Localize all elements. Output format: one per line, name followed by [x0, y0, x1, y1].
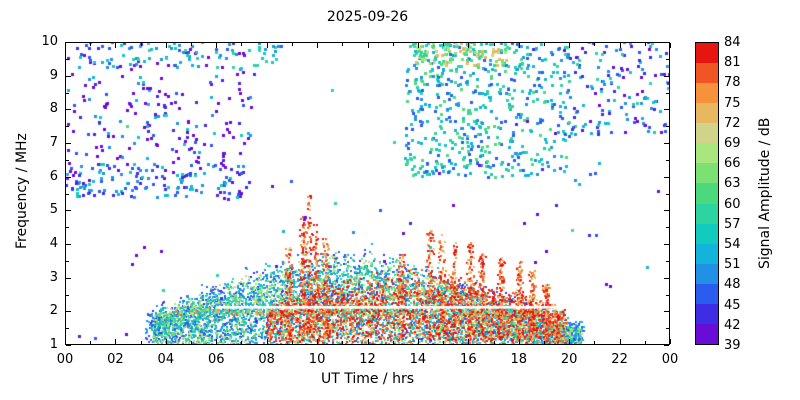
x-tick-label: 08 [258, 352, 275, 367]
colorbar-segment [696, 83, 718, 104]
y-tick-label: 5 [49, 202, 58, 218]
colorbar-tick-label: 63 [724, 176, 741, 192]
x-tick-label: 00 [56, 352, 74, 367]
colorbar-tick-label: 48 [724, 277, 741, 293]
colorbar-tick-label: 81 [724, 55, 741, 71]
colorbar-segment [696, 183, 718, 204]
colorbar-segment [696, 223, 718, 244]
colorbar-segment [696, 63, 718, 84]
colorbar-tick-label: 45 [724, 297, 741, 313]
colorbar-segment [696, 143, 718, 164]
colorbar-tick-label: 75 [724, 95, 741, 111]
x-tick-label: 22 [611, 352, 628, 367]
x-tick-label: 04 [157, 352, 175, 367]
y-tick-label: 10 [41, 34, 58, 49]
colorbar-label: Signal Amplitude / dB [757, 117, 773, 269]
colorbar-tick-label: 54 [724, 237, 741, 252]
colorbar-segment [696, 323, 718, 344]
y-tick-label: 9 [49, 67, 58, 83]
x-tick-label: 14 [409, 352, 427, 367]
x-tick-label: 00 [661, 352, 679, 367]
colorbar-segment [696, 123, 718, 144]
x-axis-label: UT Time / hrs [320, 371, 415, 387]
y-tick-label: 1 [49, 337, 58, 352]
y-tick-mark [664, 345, 669, 346]
chart-title: 2025-09-26 [326, 9, 409, 25]
colorbar-tick-label: 42 [724, 317, 741, 333]
x-tick-mark [670, 43, 671, 48]
x-tick-mark [670, 339, 671, 344]
x-tick-label: 06 [207, 352, 225, 367]
colorbar-segment [696, 203, 718, 224]
colorbar-segment [696, 283, 718, 304]
y-tick-label: 3 [49, 269, 58, 285]
y-tick-mark [66, 345, 71, 346]
y-tick-label: 4 [49, 236, 58, 251]
y-tick-label: 6 [49, 168, 58, 184]
colorbar-tick-label: 51 [724, 257, 741, 273]
colorbar [695, 42, 719, 345]
x-tick-label: 02 [107, 352, 124, 367]
scatter-canvas [65, 42, 670, 345]
colorbar-tick-label: 60 [724, 196, 741, 212]
y-axis-label: Frequency / MHz [14, 133, 30, 249]
colorbar-segment [696, 263, 718, 284]
colorbar-tick-label: 72 [724, 115, 741, 131]
y-tick-label: 2 [49, 303, 58, 319]
colorbar-tick-label: 39 [724, 338, 741, 353]
colorbar-segment [696, 303, 718, 324]
x-tick-label: 16 [460, 352, 477, 367]
colorbar-segment [696, 163, 718, 184]
colorbar-segment [696, 43, 718, 64]
y-tick-label: 8 [49, 101, 58, 117]
colorbar-tick-label: 84 [724, 35, 741, 50]
y-tick-label: 7 [49, 135, 58, 150]
x-tick-label: 18 [510, 352, 528, 367]
colorbar-tick-label: 69 [724, 136, 741, 151]
colorbar-tick-label: 78 [724, 75, 741, 91]
x-tick-label: 10 [308, 352, 326, 367]
colorbar-segment [696, 103, 718, 124]
x-tick-label: 20 [560, 352, 578, 367]
colorbar-tick-label: 66 [724, 156, 741, 172]
x-tick-label: 12 [359, 352, 376, 367]
colorbar-tick-label: 57 [724, 216, 741, 232]
colorbar-segment [696, 243, 718, 264]
